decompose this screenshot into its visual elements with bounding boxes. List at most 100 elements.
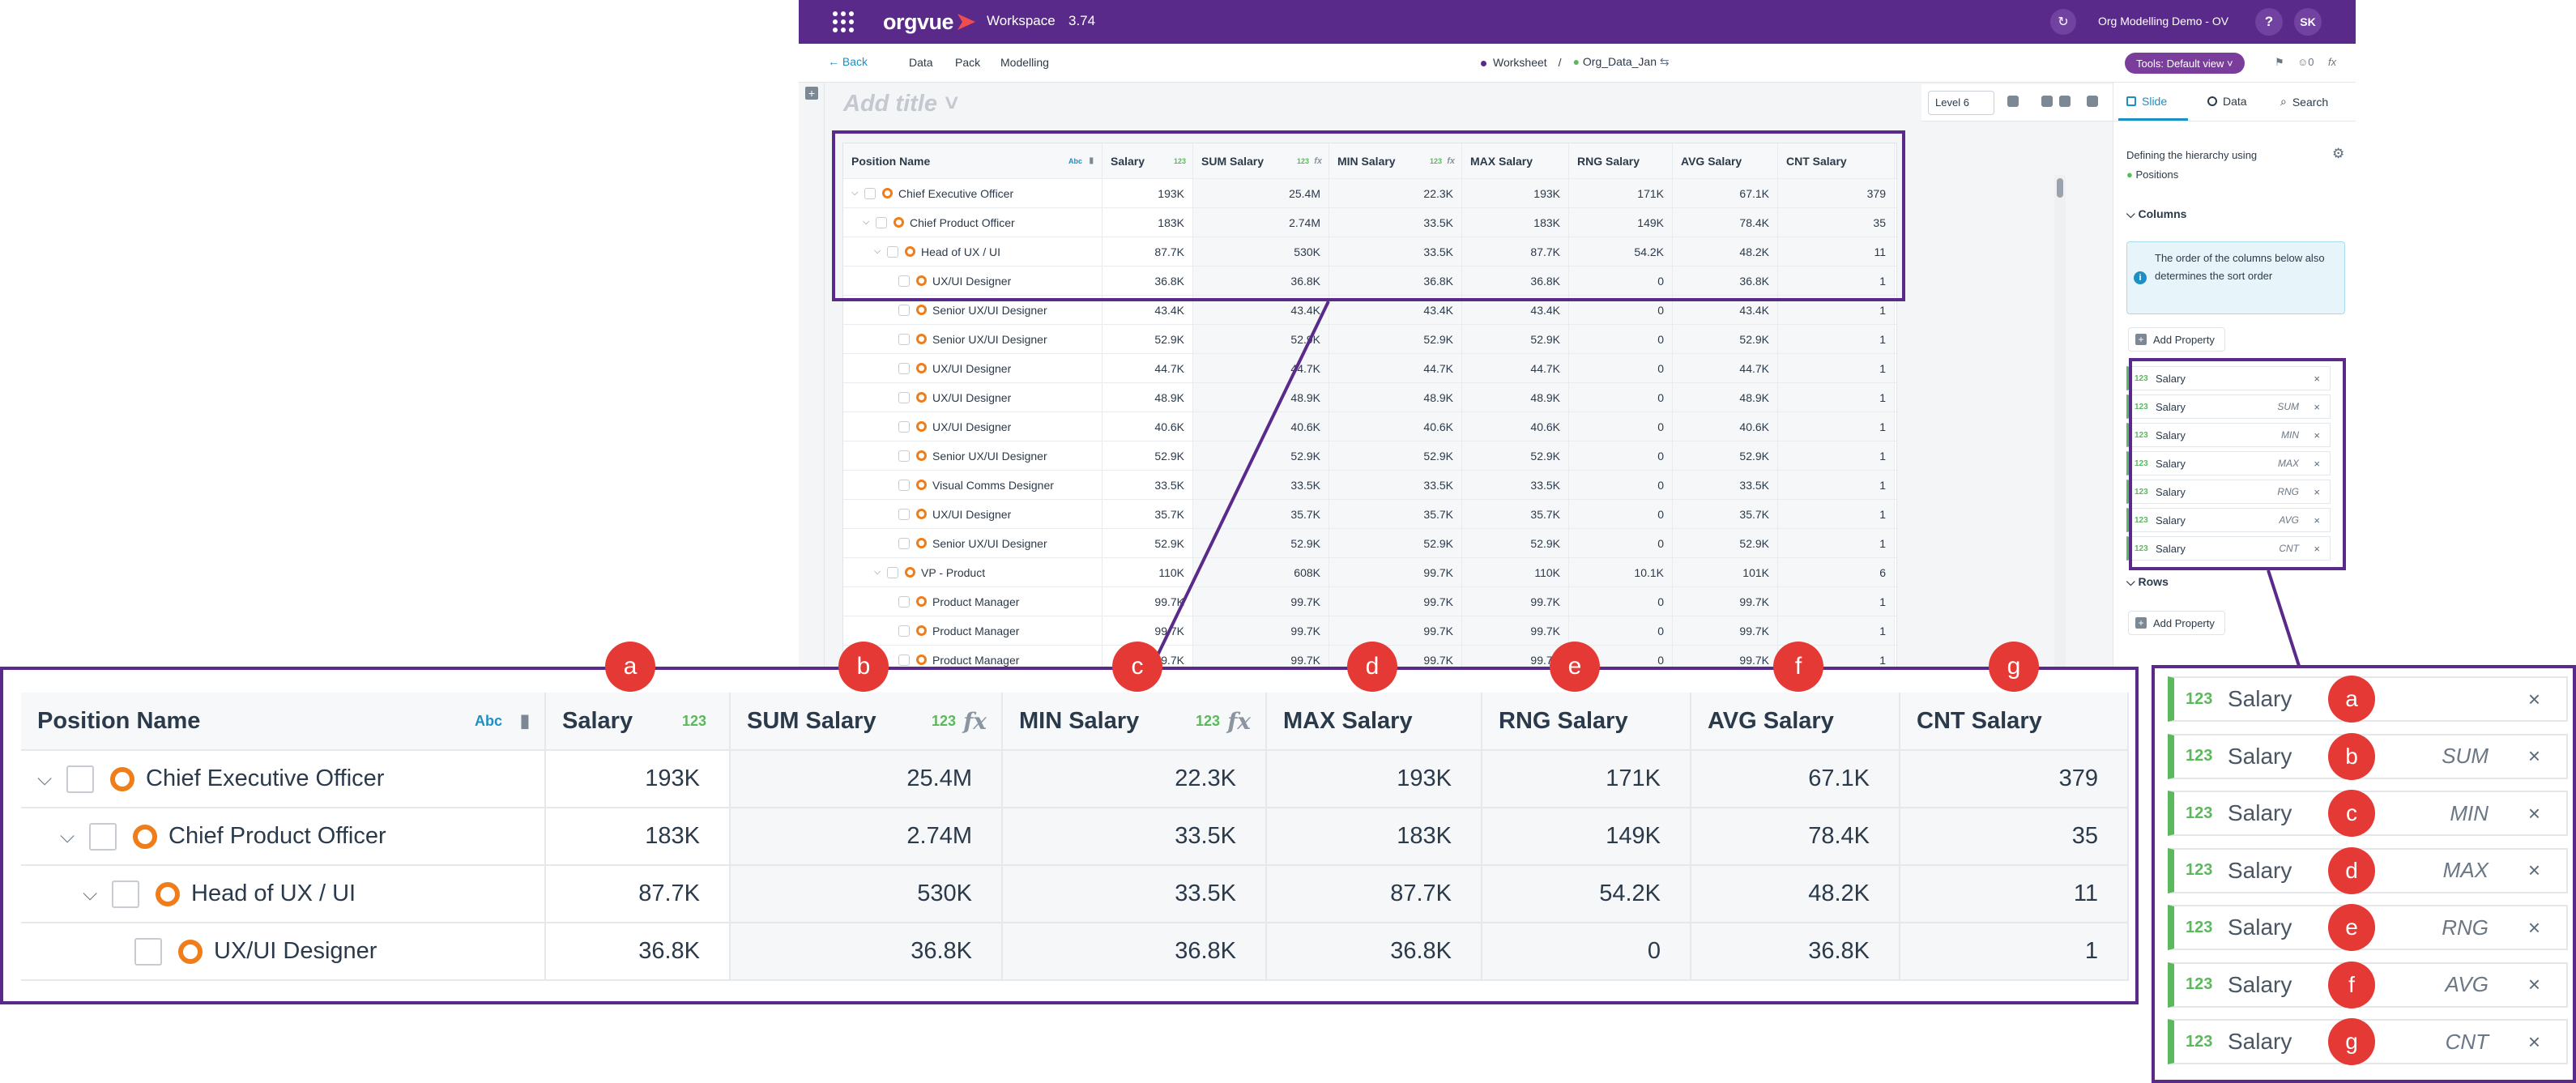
value-cell-avg-salary[interactable]: 99.7K [1673, 616, 1778, 645]
row-checkbox[interactable] [876, 216, 887, 228]
value-cell-sum-salary[interactable]: 52.9K [1193, 529, 1329, 557]
row-checkbox[interactable] [66, 765, 94, 793]
value-cell-salary[interactable]: 99.7K [1102, 616, 1193, 645]
zoomed-value-cell[interactable]: 2.74M [731, 808, 1003, 864]
close-icon[interactable]: × [2527, 972, 2540, 996]
value-cell-sum-salary[interactable]: 36.8K [1193, 266, 1329, 295]
zoomed-value-cell[interactable]: 183K [1267, 808, 1482, 864]
hierarchy-positions[interactable]: ● Positions [2126, 165, 2257, 185]
zoomed-position-name-cell[interactable]: ⌵ Head of UX / UI [21, 866, 546, 922]
value-cell-avg-salary[interactable]: 99.7K [1673, 587, 1778, 616]
zoomed-value-cell[interactable]: 36.8K [731, 923, 1003, 979]
bookmark-icon[interactable]: ▮ [519, 710, 530, 731]
value-cell-sum-salary[interactable]: 35.7K [1193, 500, 1329, 528]
value-cell-sum-salary[interactable]: 99.7K [1193, 616, 1329, 645]
row-checkbox[interactable] [898, 450, 910, 462]
value-cell-avg-salary[interactable]: 99.7K [1673, 646, 1778, 668]
zoomed-value-cell[interactable]: 22.3K [1003, 751, 1267, 807]
tab-search[interactable]: ⌕ Search [2280, 95, 2328, 109]
user-count[interactable]: ☺0 [2297, 56, 2314, 68]
chevron-down-icon[interactable]: ⌵ [851, 188, 859, 198]
menu-modelling[interactable]: Modelling [1000, 56, 1049, 69]
row-checkbox[interactable] [898, 654, 910, 666]
value-cell-salary[interactable]: 99.7K [1102, 587, 1193, 616]
value-cell-min-salary[interactable]: 35.7K [1329, 500, 1462, 528]
tab-slide[interactable]: Slide [2126, 95, 2167, 108]
position-name-cell[interactable]: Product Manager [843, 616, 1102, 645]
value-cell-avg-salary[interactable]: 48.2K [1673, 237, 1778, 266]
value-cell-rng-salary[interactable]: 0 [1569, 383, 1673, 411]
value-cell-avg-salary[interactable]: 67.1K [1673, 179, 1778, 207]
position-name-cell[interactable]: Senior UX/UI Designer [843, 529, 1102, 557]
column-header-sum-salary[interactable]: SUM Salary 123 fx [1193, 143, 1329, 178]
table-row[interactable]: UX/UI Designer 44.7K 44.7K 44.7K 44.7K 0 44.7K… [843, 354, 1896, 383]
zoomed-value-cell[interactable]: 35 [1900, 808, 2129, 864]
chevron-down-icon[interactable]: ⌵ [874, 567, 881, 577]
position-name-cell[interactable]: Product Manager [843, 587, 1102, 616]
zoomed-table-row[interactable]: ⌵ Head of UX / UI 87.7K 530K 33.5K 87.7K 54.2K… [21, 866, 2129, 923]
value-cell-sum-salary[interactable]: 99.7K [1193, 646, 1329, 668]
column-property-item[interactable]: 123 Salary SUM × [2126, 394, 2331, 419]
value-cell-max-salary[interactable]: 40.6K [1462, 412, 1569, 441]
value-cell-cnt-salary[interactable]: 1 [1778, 616, 1895, 645]
value-cell-rng-salary[interactable]: 0 [1569, 471, 1673, 499]
column-property-item[interactable]: 123 Salary RNG × [2126, 480, 2331, 504]
zoomed-column-header[interactable]: Salary 123 [546, 693, 731, 749]
value-cell-rng-salary[interactable]: 10.1K [1569, 558, 1673, 586]
value-cell-min-salary[interactable]: 52.9K [1329, 441, 1462, 470]
value-cell-max-salary[interactable]: 99.7K [1462, 587, 1569, 616]
value-cell-min-salary[interactable]: 44.7K [1329, 354, 1462, 382]
value-cell-salary[interactable]: 52.9K [1102, 441, 1193, 470]
value-cell-salary[interactable]: 48.9K [1102, 383, 1193, 411]
value-cell-sum-salary[interactable]: 44.7K [1193, 354, 1329, 382]
column-header-rng-salary[interactable]: RNG Salary [1569, 143, 1673, 178]
value-cell-avg-salary[interactable]: 48.9K [1673, 383, 1778, 411]
zoomed-property-item[interactable]: 123 Salary MIN × c [2168, 790, 2568, 837]
chevron-down-icon[interactable]: ⌵ [60, 825, 75, 847]
value-cell-rng-salary[interactable]: 54.2K [1569, 237, 1673, 266]
table-row[interactable]: ⌵ Chief Product Officer 183K 2.74M 33.5K 183K… [843, 208, 1896, 237]
value-cell-min-salary[interactable]: 99.7K [1329, 587, 1462, 616]
value-cell-sum-salary[interactable]: 608K [1193, 558, 1329, 586]
value-cell-max-salary[interactable]: 52.9K [1462, 529, 1569, 557]
zoomed-value-cell[interactable]: 48.2K [1691, 866, 1900, 922]
zoomed-table-row[interactable]: UX/UI Designer 36.8K 36.8K 36.8K 36.8K 0 36.8K… [21, 923, 2129, 981]
value-cell-cnt-salary[interactable]: 1 [1778, 383, 1895, 411]
value-cell-cnt-salary[interactable]: 11 [1778, 237, 1895, 266]
zoomed-column-header[interactable]: MAX Salary [1267, 693, 1482, 749]
position-name-cell[interactable]: ⌵ Head of UX / UI [843, 237, 1102, 266]
breadcrumb-worksheet[interactable]: Worksheet [1481, 56, 1547, 69]
value-cell-salary[interactable]: 183K [1102, 208, 1193, 237]
chevron-down-icon[interactable]: ⌵ [83, 882, 98, 905]
filter-icon[interactable] [2041, 96, 2053, 107]
value-cell-max-salary[interactable]: 99.7K [1462, 616, 1569, 645]
zoomed-property-item[interactable]: 123 Salary MAX × d [2168, 846, 2568, 894]
value-cell-avg-salary[interactable]: 40.6K [1673, 412, 1778, 441]
column-property-item[interactable]: 123 Salary AVG × [2126, 508, 2331, 532]
position-name-cell[interactable]: ⌵ Chief Executive Officer [843, 179, 1102, 207]
value-cell-sum-salary[interactable]: 99.7K [1193, 587, 1329, 616]
zoomed-property-item[interactable]: 123 Salary SUM × b [2168, 732, 2568, 780]
position-name-cell[interactable]: Senior UX/UI Designer [843, 296, 1102, 324]
value-cell-max-salary[interactable]: 87.7K [1462, 237, 1569, 266]
value-cell-salary[interactable]: 193K [1102, 179, 1193, 207]
zoomed-value-cell[interactable]: 33.5K [1003, 866, 1267, 922]
value-cell-min-salary[interactable]: 33.5K [1329, 471, 1462, 499]
close-icon[interactable]: × [2314, 457, 2320, 470]
table-row[interactable]: Visual Comms Designer 33.5K 33.5K 33.5K 33.5… [843, 471, 1896, 500]
position-name-cell[interactable]: ⌵ VP - Product [843, 558, 1102, 586]
column-header-min-salary[interactable]: MIN Salary 123 fx [1329, 143, 1462, 178]
value-cell-avg-salary[interactable]: 33.5K [1673, 471, 1778, 499]
comment-icon[interactable] [2059, 96, 2071, 107]
value-cell-salary[interactable]: 33.5K [1102, 471, 1193, 499]
value-cell-rng-salary[interactable]: 0 [1569, 587, 1673, 616]
tools-view-dropdown[interactable]: Tools: Default view ˅ [2125, 53, 2245, 74]
zoomed-value-cell[interactable]: 193K [546, 751, 731, 807]
zoomed-position-name-cell[interactable]: UX/UI Designer [21, 923, 546, 979]
position-name-cell[interactable]: Product Manager [843, 646, 1102, 668]
value-cell-salary[interactable]: 87.7K [1102, 237, 1193, 266]
zoomed-value-cell[interactable]: 1 [1900, 923, 2129, 979]
value-cell-max-salary[interactable]: 35.7K [1462, 500, 1569, 528]
value-cell-avg-salary[interactable]: 52.9K [1673, 325, 1778, 353]
zoomed-value-cell[interactable]: 54.2K [1482, 866, 1691, 922]
